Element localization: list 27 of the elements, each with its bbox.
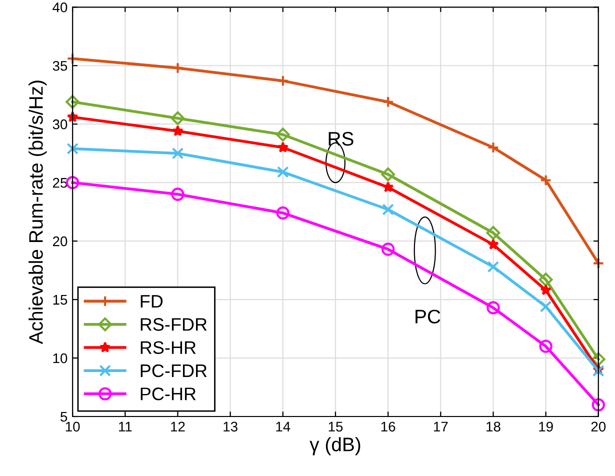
y-tick-label: 35: [52, 60, 68, 71]
legend-label: RS-HR: [140, 341, 196, 354]
x-tick-label: 19: [539, 422, 553, 432]
annotation: RS: [328, 132, 354, 146]
x-tick-label: 11: [119, 422, 132, 432]
legend-label: FD: [140, 295, 163, 308]
x-tick-label: 16: [381, 422, 396, 432]
y-tick-label: 5: [60, 412, 68, 422]
y-tick-label: 30: [52, 119, 68, 130]
y-tick-label: 20: [52, 236, 68, 246]
y-axis-title: Achievable Rum-rate (bit/s/Hz): [28, 80, 47, 344]
x-tick-label: 15: [328, 422, 343, 432]
x-tick-label: 13: [224, 422, 238, 432]
x-tick-label: 18: [486, 422, 500, 432]
x-tick-label: 14: [276, 422, 290, 432]
y-tick-label: 10: [53, 353, 68, 364]
x-tick-label: 10: [66, 422, 80, 432]
y-tick-label: 15: [53, 295, 68, 305]
legend-label: PC-FDR: [140, 364, 207, 378]
legend-label: RS-FDR: [140, 318, 207, 331]
x-axis-title: γ (dB): [310, 437, 360, 456]
x-tick-label: 17: [434, 422, 448, 432]
y-tick-label: 40: [52, 2, 68, 12]
annotation: PC: [416, 310, 440, 324]
x-tick-label: 20: [591, 422, 606, 432]
legend-label: PC-HR: [140, 388, 196, 400]
x-tick-label: 12: [171, 422, 185, 432]
